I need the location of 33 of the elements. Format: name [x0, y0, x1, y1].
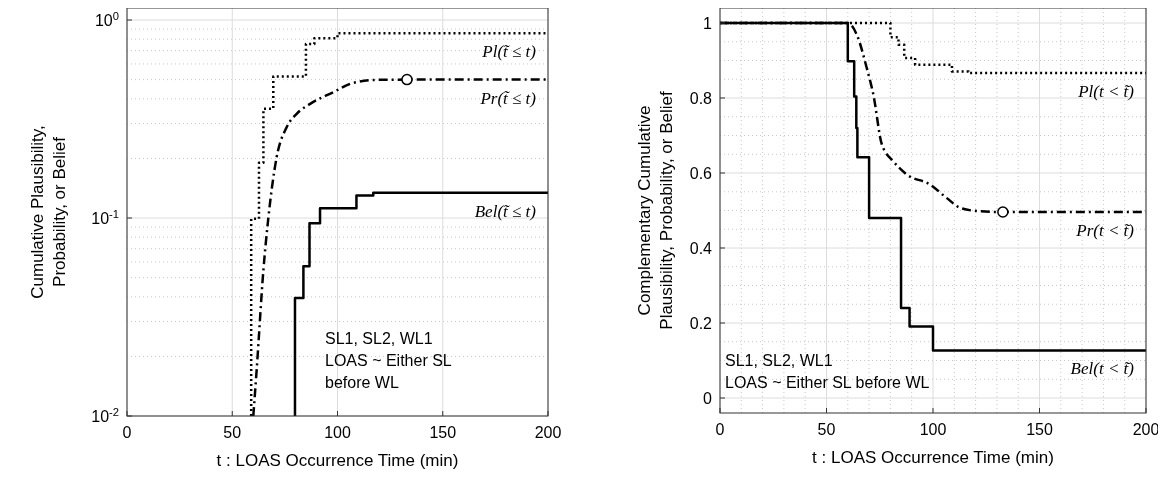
series-label: Pr(t < t̃): [1075, 221, 1135, 240]
x-tick-label: 150: [1026, 421, 1053, 438]
annotation: SL1, SL2, WL1: [325, 330, 433, 347]
y-tick-label: 10$^{-2}$: [91, 406, 119, 425]
y-axis-title: Complementary Cumulative Plausibility, Probability, or Belief: [635, 91, 676, 330]
x-tick-label: 50: [223, 424, 242, 441]
y-tick-label: 0.4: [689, 240, 713, 257]
y-axis-title: Cumulative Plausibility, Probability, or Belief: [28, 125, 69, 299]
annotation: SL1, SL2, WL1: [725, 352, 833, 369]
x-tick-label: 50: [817, 421, 836, 438]
x-axis-title: t : LOAS Occurrence Time (min): [812, 448, 1054, 467]
series-label: Pl(t̃ ≤ t): [481, 42, 537, 62]
x-tick-label: 150: [429, 424, 457, 441]
y-tick-label: 0.6: [689, 165, 713, 182]
annotation: LOAS ~ Either SL before WL: [325, 352, 452, 391]
series-label: Pr(t̃ ≤ t): [479, 88, 537, 108]
series-label: Bel(t < t̃): [1070, 359, 1135, 379]
series-label: Pl(t < t̃): [1077, 81, 1135, 101]
x-tick-label: 0: [715, 421, 725, 438]
x-tick-label: 100: [324, 424, 351, 441]
series-label: Bel(t̃ ≤ t): [474, 201, 537, 221]
y-tick-label: 0.8: [689, 90, 713, 107]
x-tick-label: 100: [919, 421, 947, 438]
y-tick-label: 10$^{0}$: [94, 10, 119, 30]
y-tick-label: 10$^{-1}$: [91, 208, 119, 228]
x-tick-label: 0: [122, 424, 132, 441]
y-tick-label: 0: [703, 390, 713, 407]
annotation: LOAS ~ Either SL before WL: [725, 374, 930, 391]
x-tick-label: 200: [534, 424, 562, 441]
y-tick-label: 0.2: [689, 315, 713, 332]
x-axis-title: t : LOAS Occurrence Time (min): [216, 451, 459, 470]
x-tick-label: 200: [1132, 421, 1160, 438]
y-tick-label: 1: [703, 15, 713, 32]
